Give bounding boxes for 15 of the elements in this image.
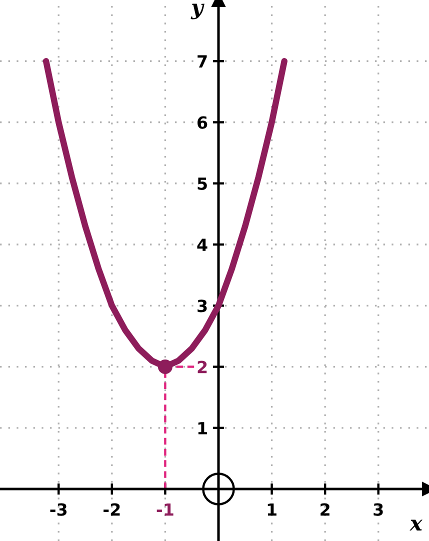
x-tick-label: 3 xyxy=(374,503,383,516)
y-axis-title: y xyxy=(190,4,204,20)
x-tick-label: -2 xyxy=(104,503,120,516)
y-tick-label: 5 xyxy=(198,178,207,190)
y-tick-label: 2 xyxy=(198,360,207,374)
y-tick-label: 6 xyxy=(198,116,208,129)
x-tick-label: -3 xyxy=(50,503,67,516)
y-tick-label: 4 xyxy=(197,238,208,251)
x-tick-label: 2 xyxy=(320,503,330,516)
x-tick-label: -1 xyxy=(156,503,174,516)
y-tick-label: 7 xyxy=(198,55,207,68)
y-tick-label: 1 xyxy=(198,422,207,434)
x-axis-title: x xyxy=(410,520,423,531)
y-tick-label: 3 xyxy=(198,300,207,312)
x-tick-label: 1 xyxy=(268,503,276,516)
